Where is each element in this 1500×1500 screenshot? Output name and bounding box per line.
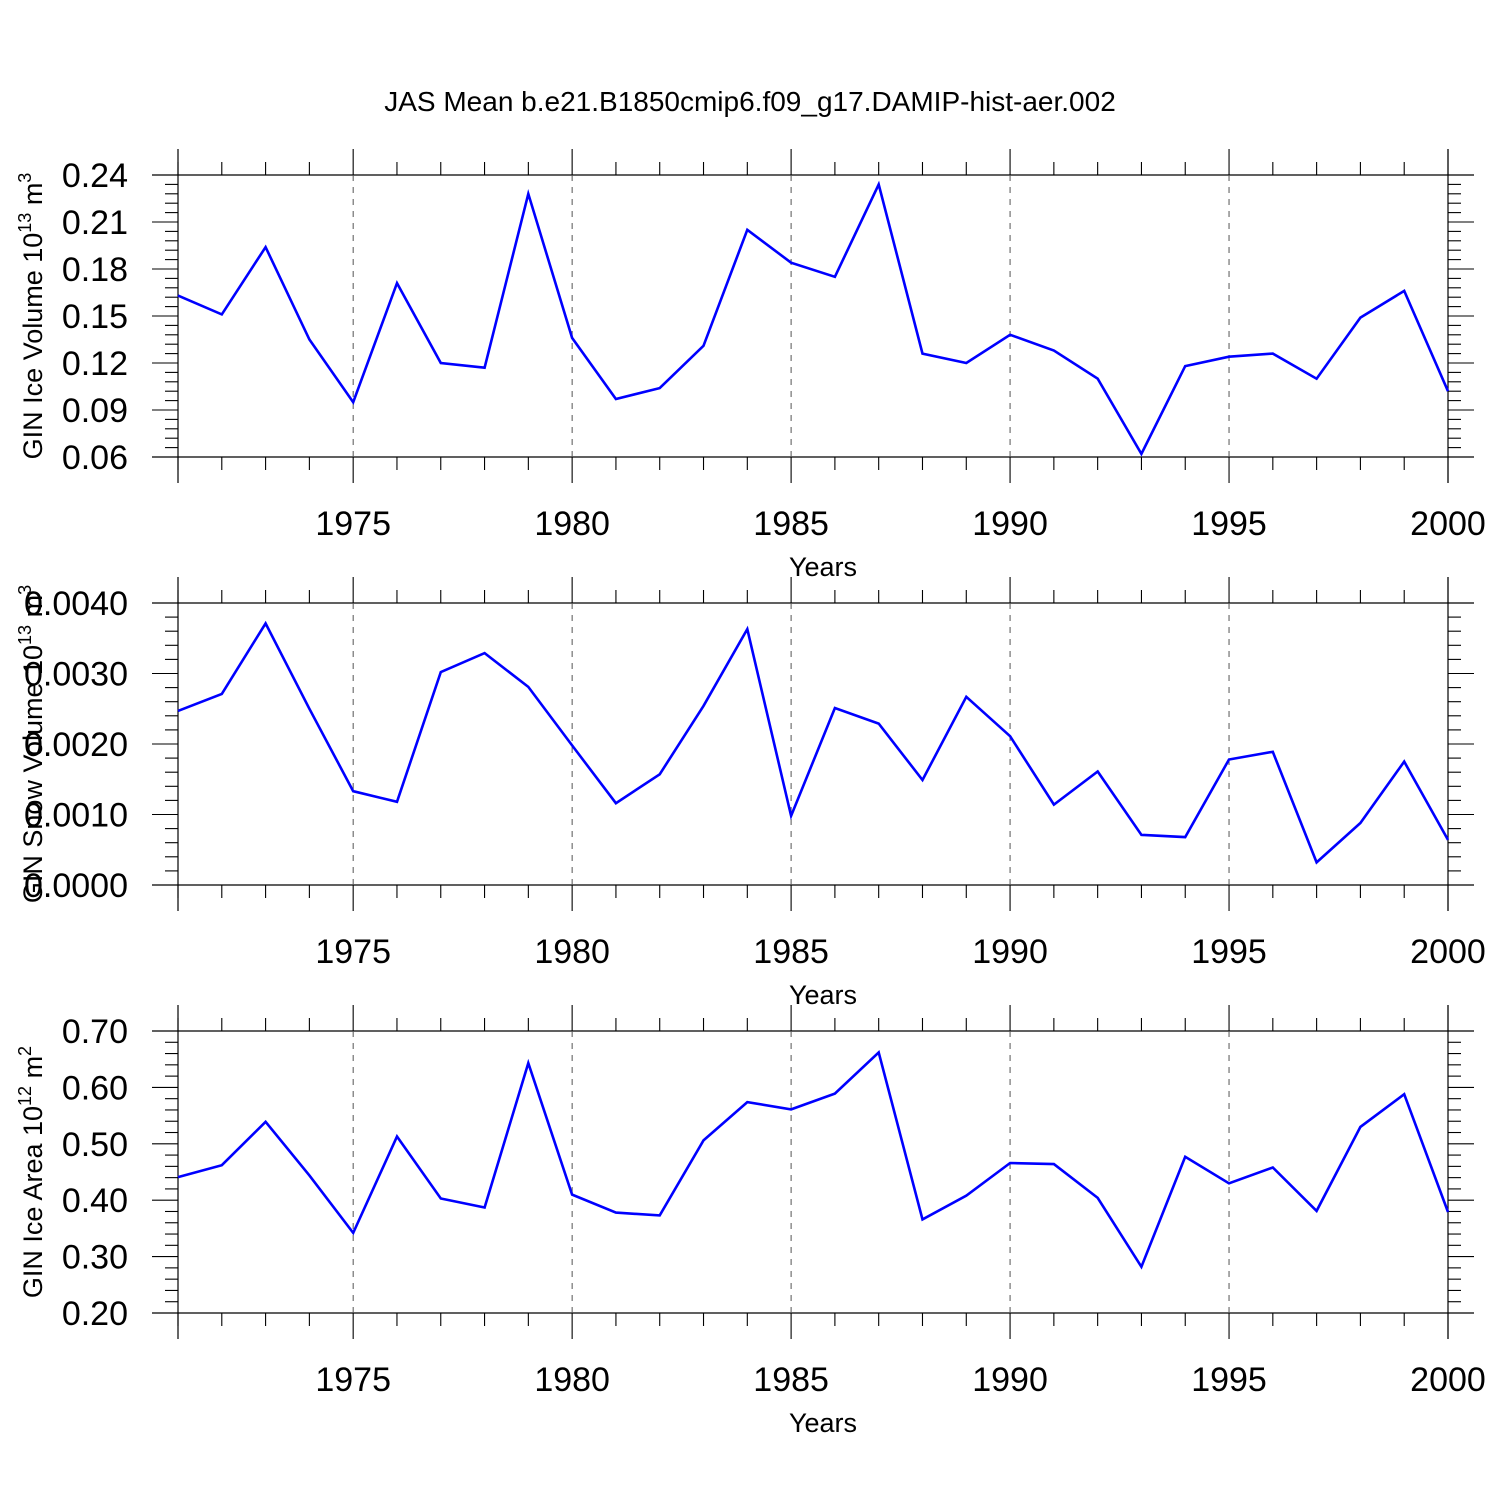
y-tick-label-0.70: 0.70 [62,1013,128,1051]
x-axis-title: Years [789,980,857,1010]
chart-panel-3: 1975 1980 1985 1990 1995 2000 Years 0.20 0.30 0.4… [15,1005,1486,1438]
y-axis-title-text: GIN Ice Volume 10 [18,233,48,460]
x-tick-label-1985: 1985 [753,1361,829,1399]
y-tick-label-0.0000: 0.0000 [24,867,128,905]
chart-title: JAS Mean b.e21.B1850cmip6.f09_g17.DAMIP-… [384,86,1116,117]
y-tick-label-0.15: 0.15 [62,298,128,336]
x-tick-label-2000: 2000 [1410,505,1486,543]
y-axis-title-unit: m [18,1056,48,1086]
y-tick-label-0.60: 0.60 [62,1069,128,1107]
series-line-gin-ice-area [177,1049,1450,1270]
y-tick-label-0.06: 0.06 [62,439,128,477]
y-axis-title-unit-exponent: 3 [15,173,35,183]
series-line-gin-snow-volume [177,620,1450,865]
y-tick-label-0.30: 0.30 [62,1239,128,1277]
y-axis-title-unit-exponent: 2 [15,1046,35,1056]
y-tick-label-0.40: 0.40 [62,1182,128,1220]
x-tick-label-1980: 1980 [534,505,610,543]
y-axis-title: GIN Ice Volume 1013 m3 [15,173,48,460]
y-tick-label-0.24: 0.24 [62,157,128,195]
y-tick-label-0.0020: 0.0020 [24,726,128,764]
y-axis-title-text: GIN Ice Area 10 [18,1106,48,1298]
x-tick-label-1990: 1990 [972,933,1048,971]
y-axis-title-text: GIN Snow Volume 10 [18,645,48,903]
x-tick-label-1975: 1975 [315,1361,391,1399]
y-tick-label-0.0010: 0.0010 [24,797,128,835]
x-tick-label-1975: 1975 [315,933,391,971]
chart-panel-2: 1975 1980 1985 1990 1995 2000 Years 0.0000 0.001… [15,577,1486,1010]
x-tick-label-1975: 1975 [315,505,391,543]
y-tick-label-0.12: 0.12 [62,345,128,383]
x-axis-title: Years [789,1408,857,1438]
y-axis-title-exponent: 12 [15,1086,35,1106]
y-tick-label-0.50: 0.50 [62,1126,128,1164]
x-tick-label-1985: 1985 [753,933,829,971]
y-axis-title-unit: m [18,595,48,625]
plots-container: 1975 1980 1985 1990 1995 2000 Years 0.06 0.09 0.1… [15,149,1486,1438]
y-tick-label-0.09: 0.09 [62,392,128,430]
x-tick-label-1985: 1985 [753,505,829,543]
x-tick-label-1980: 1980 [534,1361,610,1399]
x-tick-label-1990: 1990 [972,1361,1048,1399]
x-tick-label-2000: 2000 [1410,933,1486,971]
y-axis-title-exponent: 13 [15,625,35,645]
y-tick-label-0.21: 0.21 [62,204,128,242]
x-tick-label-1995: 1995 [1191,1361,1267,1399]
x-tick-label-1995: 1995 [1191,933,1267,971]
y-axis-title-unit-exponent: 3 [15,585,35,595]
x-tick-label-1995: 1995 [1191,505,1267,543]
y-axis-title-exponent: 13 [15,213,35,233]
x-tick-label-2000: 2000 [1410,1361,1486,1399]
y-axis-title-unit: m [18,183,48,213]
x-tick-label-1980: 1980 [534,933,610,971]
y-tick-label-0.0030: 0.0030 [24,656,128,694]
chart-panel-1: 1975 1980 1985 1990 1995 2000 Years 0.06 0.09 0.1… [15,149,1486,582]
x-axis-title: Years [789,552,857,582]
y-axis-title: GIN Ice Area 1012 m2 [15,1046,48,1298]
x-tick-label-1990: 1990 [972,505,1048,543]
y-tick-label-0.20: 0.20 [62,1295,128,1333]
y-tick-label-0.18: 0.18 [62,251,128,289]
y-tick-label-0.0040: 0.0040 [24,585,128,623]
series-line-gin-ice-volume [177,180,1450,457]
y-axis-title: GIN Snow Volume 1013 m3 [15,585,48,903]
